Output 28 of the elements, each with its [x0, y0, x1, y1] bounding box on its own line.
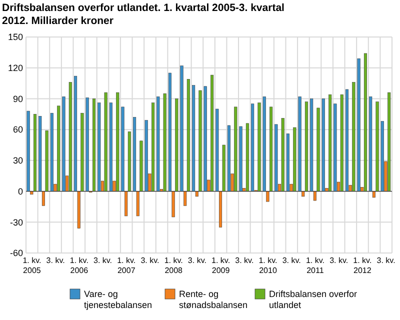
y-tick-label: -30	[10, 217, 23, 228]
chart-title: Driftsbalansen overfor utlandet. 1. kvartal 2005-3. kvartal 2012. Milliarder kroner	[2, 2, 285, 27]
x-tick-label: 3. kv.	[188, 256, 206, 265]
y-tick-label: 150	[8, 32, 23, 42]
x-tick-label: 3. kv.	[140, 256, 160, 265]
x-tick-label: 3. kv.	[235, 256, 254, 265]
y-tick-label: 30	[12, 156, 23, 166]
legend-label: Rente- og stønadsbalansen	[179, 289, 248, 310]
x-tick-label: 3. kv.	[376, 256, 396, 265]
x-tick-label: 1. kv. 2011	[306, 256, 324, 275]
x-tick-label: 1. kv. 2007	[117, 256, 136, 275]
y-tick-label: 120	[8, 63, 23, 74]
x-tick-label: 1. kv. 2012	[353, 256, 372, 275]
x-tick-label: 3. kv.	[46, 256, 65, 265]
x-tick-label: 3. kv.	[282, 256, 301, 265]
x-tick-label: 1. kv. 2009	[212, 256, 230, 275]
x-tick-label: 1. kv. 2005	[22, 256, 42, 275]
y-tick-label: 60	[12, 124, 23, 135]
x-tick-label: 1. kv. 2010	[258, 256, 278, 275]
x-tick-label: 1. kv. 2006	[70, 256, 89, 275]
y-tick-label: -60	[10, 248, 23, 258]
y-tick-label: 90	[12, 94, 23, 104]
x-tick-label: 3. kv.	[330, 256, 348, 265]
x-tick-label: 1. kv. 2008	[164, 256, 184, 275]
legend-label: Vare- og tjenestebalansen	[84, 289, 152, 310]
x-tick-label: 3. kv.	[94, 256, 112, 265]
y-tick-label: 0	[18, 186, 23, 196]
legend-label: Driftsbalansen overfor utlandet	[269, 289, 358, 310]
